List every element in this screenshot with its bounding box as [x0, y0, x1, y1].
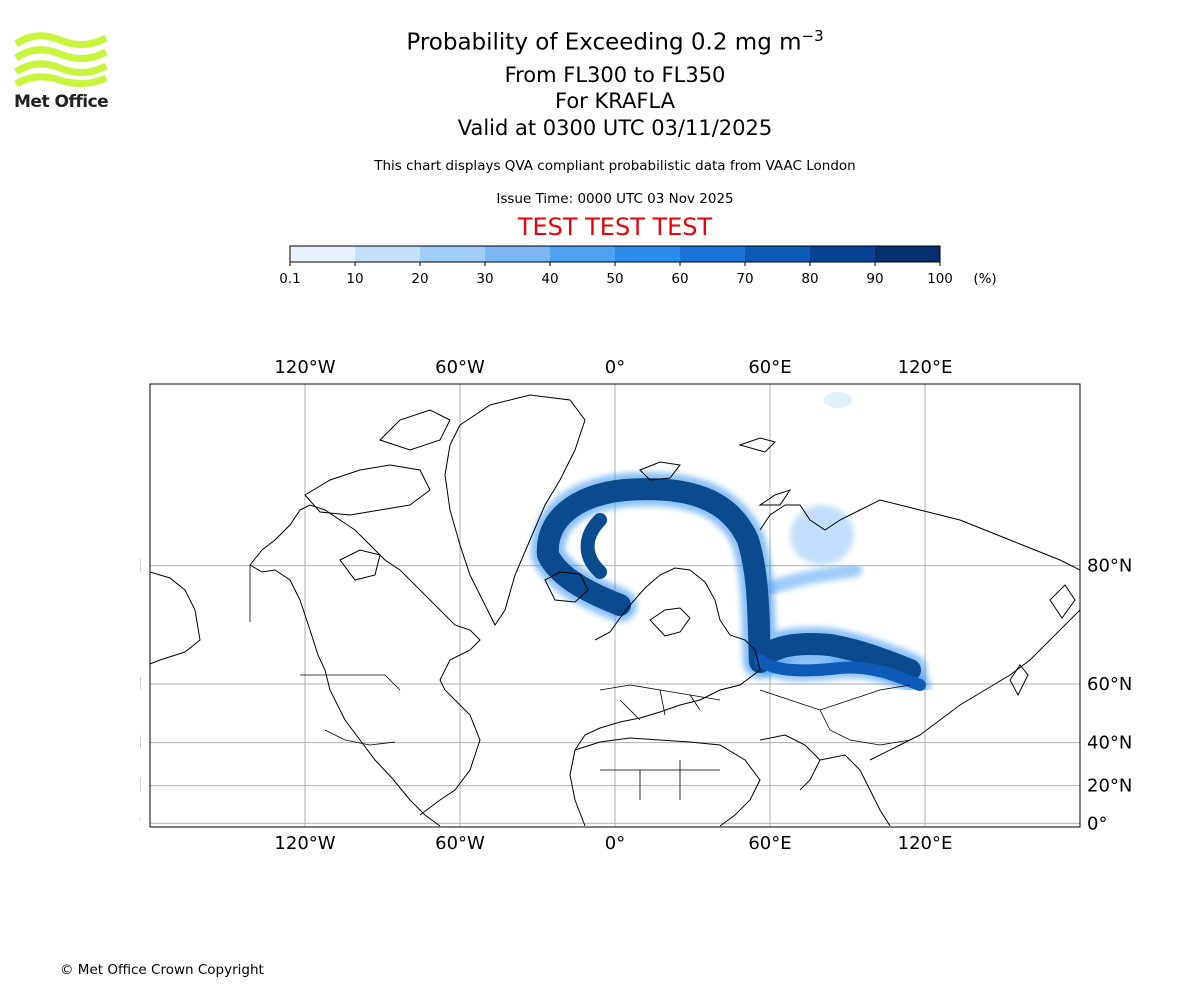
colorbar-tick-label: 50: [606, 271, 623, 287]
test-banner: TEST TEST TEST: [517, 213, 713, 241]
colorbar-tick-label: 100: [927, 271, 953, 287]
longitude-label-bottom: 60°W: [435, 833, 485, 854]
latitude-label-left: 20°N: [140, 776, 142, 797]
colorbar-segment: [485, 246, 551, 262]
latitude-label-right: 80°N: [1087, 556, 1132, 577]
colorbar-tick-label: 10: [346, 271, 363, 287]
probability-colorbar: 0.1 10 20 30 40 50 60 70 80 90 100 (%): [279, 245, 997, 287]
longitude-label-top: 0°: [605, 357, 625, 378]
met-office-logo: [13, 30, 108, 110]
colorbar-segment: [680, 246, 746, 262]
latitude-label-left: 40°N: [140, 733, 142, 754]
chart-description: This chart displays QVA compliant probab…: [374, 158, 856, 174]
colorbar-segment: [290, 246, 356, 262]
longitude-label-bottom: 120°W: [274, 833, 335, 854]
colorbar-tick-label: 30: [476, 271, 493, 287]
met-office-logo-text: Met Office: [14, 92, 109, 112]
colorbar-tick-label: 70: [736, 271, 753, 287]
latitude-label-left: 80°N: [140, 556, 142, 577]
latitude-label-right: 60°N: [1087, 674, 1132, 695]
met-office-waves-icon: [13, 32, 108, 88]
colorbar-tick-label: 80: [801, 271, 818, 287]
longitude-label-bottom: 0°: [605, 833, 625, 854]
flight-level-range: From FL300 to FL350: [504, 63, 726, 87]
colorbar-segment: [810, 246, 876, 262]
latitude-label-right: 20°N: [1087, 776, 1132, 797]
colorbar-tick-label: 20: [411, 271, 428, 287]
colorbar-segment: [420, 246, 486, 262]
colorbar-tick-label: 0.1: [279, 271, 300, 287]
longitude-label-bottom: 60°E: [748, 833, 791, 854]
copyright-notice: © Met Office Crown Copyright: [60, 962, 264, 978]
latitude-label-right: 0°: [1087, 813, 1107, 834]
latitude-label-left: 0°: [140, 813, 142, 834]
colorbar-segment: [745, 246, 811, 262]
colorbar-tick-label: 90: [866, 271, 883, 287]
colorbar-segment: [615, 246, 681, 262]
longitude-label-top: 120°E: [898, 357, 953, 378]
issue-time: Issue Time: 0000 UTC 03 Nov 2025: [496, 191, 734, 207]
map-frame: [149, 383, 1081, 828]
ash-probability-map: 120°W 120°W 60°W 60°W 0° 0° 60°E 60°E 120°E 120°E…: [140, 357, 1132, 854]
colorbar-segment: [875, 246, 941, 262]
colorbar-segment: [550, 246, 616, 262]
longitude-label-top: 120°W: [274, 357, 335, 378]
longitude-label-bottom: 120°E: [898, 833, 953, 854]
longitude-label-top: 60°W: [435, 357, 485, 378]
axis-labels: 120°W 120°W 60°W 60°W 0° 0° 60°E 60°E 120°E 120°E…: [140, 357, 1132, 854]
country-borders: [249, 565, 911, 800]
ash-plume: [530, 392, 931, 696]
colorbar-unit-label: (%): [973, 271, 996, 287]
colorbar-segment: [355, 246, 421, 262]
longitude-label-top: 60°E: [748, 357, 791, 378]
chart-title: Probability of Exceeding 0.2 mg m−3: [406, 27, 824, 56]
latitude-label-left: 60°N: [140, 674, 142, 695]
colorbar-tick-label: 40: [541, 271, 558, 287]
latitude-label-right: 40°N: [1087, 733, 1132, 754]
volcano-name: For KRAFLA: [555, 89, 675, 113]
valid-time: Valid at 0300 UTC 03/11/2025: [457, 116, 773, 140]
colorbar-tick-label: 60: [671, 271, 688, 287]
coastlines: [150, 394, 1080, 827]
